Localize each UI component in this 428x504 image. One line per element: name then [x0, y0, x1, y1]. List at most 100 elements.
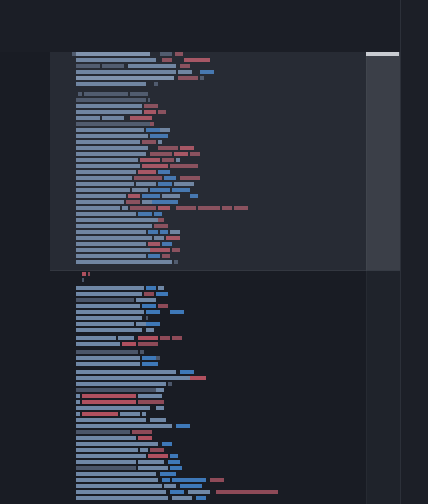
- minimap-code-token: [176, 206, 196, 210]
- minimap-code-token: [76, 304, 140, 308]
- minimap-viewport-slider[interactable]: [50, 52, 400, 271]
- minimap-code-token: [166, 236, 180, 240]
- minimap-code-token: [168, 382, 172, 386]
- minimap-code-token: [122, 342, 136, 346]
- minimap-code-token: [76, 460, 136, 464]
- minimap-code-token: [76, 116, 100, 120]
- minimap-code-token: [170, 466, 182, 470]
- minimap-code-token: [76, 412, 80, 416]
- minimap-code-token: [76, 152, 146, 156]
- minimap-code-token: [190, 152, 200, 156]
- minimap-code-token: [76, 356, 140, 360]
- minimap-code-token: [118, 336, 134, 340]
- minimap-code-token: [162, 58, 172, 62]
- scrollbar-track[interactable]: [366, 52, 400, 504]
- minimap-code-token: [76, 260, 172, 264]
- minimap-code-token: [76, 484, 162, 488]
- minimap-code-token: [168, 460, 180, 464]
- minimap-code-token: [76, 370, 176, 374]
- minimap-code-token: [76, 64, 100, 68]
- minimap-code-token: [172, 336, 182, 340]
- minimap-code-token: [120, 412, 140, 416]
- minimap-code-token: [140, 448, 148, 452]
- minimap-code-token: [160, 230, 168, 234]
- minimap-code-token: [188, 490, 210, 494]
- minimap-code-token: [140, 158, 160, 162]
- minimap-code-token: [175, 52, 183, 56]
- minimap-code-token: [150, 448, 164, 452]
- minimap-code-token: [184, 58, 210, 62]
- minimap-code-token: [82, 412, 118, 416]
- minimap-code-token: [146, 128, 160, 132]
- minimap-code-token: [138, 394, 162, 398]
- minimap-code-token: [190, 194, 198, 198]
- minimap-code-token: [76, 430, 130, 434]
- minimap-code-token: [76, 478, 158, 482]
- minimap-code-token: [132, 430, 152, 434]
- minimap-code-token: [142, 200, 152, 204]
- minimap-code-token: [174, 152, 188, 156]
- minimap-code-token: [76, 328, 142, 332]
- minimap-code-token: [160, 472, 176, 476]
- code-minimap[interactable]: [50, 52, 400, 504]
- minimap-code-token: [234, 206, 248, 210]
- minimap-code-token: [136, 298, 156, 302]
- minimap-code-token: [76, 188, 130, 192]
- minimap-code-token: [76, 362, 140, 366]
- minimap-code-token: [154, 236, 164, 240]
- minimap-code-token: [142, 362, 158, 366]
- minimap-code-token: [150, 134, 168, 138]
- minimap-code-token: [76, 394, 80, 398]
- minimap-code-token: [76, 230, 146, 234]
- minimap-code-token: [148, 230, 158, 234]
- minimap-code-token: [76, 242, 146, 246]
- minimap-code-token: [76, 400, 80, 404]
- minimap-code-token: [76, 466, 136, 470]
- minimap-code-token: [158, 286, 164, 290]
- minimap-code-lines: [50, 52, 366, 504]
- minimap-code-token: [158, 182, 172, 186]
- minimap-code-token: [158, 206, 170, 210]
- minimap-code-token: [88, 272, 90, 276]
- minimap-code-token: [146, 322, 160, 326]
- minimap-code-token: [142, 304, 156, 308]
- minimap-code-token: [76, 406, 150, 410]
- minimap-code-token: [148, 218, 158, 222]
- minimap-code-token: [154, 224, 168, 228]
- minimap-code-token: [78, 92, 82, 96]
- minimap-code-token: [76, 70, 176, 74]
- minimap-code-token: [216, 490, 278, 494]
- minimap-code-token: [150, 248, 170, 252]
- minimap-code-token: [76, 248, 150, 252]
- minimap-code-token: [82, 272, 86, 276]
- minimap-code-token: [172, 496, 192, 500]
- minimap-code-token: [162, 478, 170, 482]
- minimap-code-token: [146, 310, 160, 314]
- minimap-code-token: [164, 176, 176, 180]
- minimap-code-token: [76, 218, 148, 222]
- minimap-code-token: [136, 182, 156, 186]
- pane-divider[interactable]: [400, 0, 401, 504]
- minimap-code-token: [76, 128, 144, 132]
- minimap-code-token: [134, 176, 162, 180]
- scrollbar-thumb[interactable]: [366, 52, 400, 270]
- minimap-code-token: [76, 52, 150, 56]
- minimap-code-token: [138, 400, 164, 404]
- minimap-code-token: [76, 254, 146, 258]
- minimap-code-token: [138, 336, 158, 340]
- minimap-code-token: [130, 92, 148, 96]
- minimap-code-token: [76, 104, 142, 108]
- minimap-code-token: [174, 182, 194, 186]
- minimap-code-token: [160, 128, 170, 132]
- minimap-code-token: [148, 254, 160, 258]
- minimap-code-token: [146, 286, 156, 290]
- minimap-code-token: [142, 164, 168, 168]
- minimap-code-token: [160, 52, 172, 56]
- minimap-code-token: [138, 436, 152, 440]
- minimap-code-token: [76, 442, 158, 446]
- minimap-code-token: [178, 70, 192, 74]
- minimap-code-token: [76, 158, 138, 162]
- minimap-code-token: [158, 140, 162, 144]
- minimap-code-token: [76, 472, 156, 476]
- minimap-code-token: [128, 194, 140, 198]
